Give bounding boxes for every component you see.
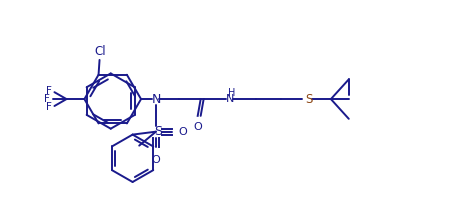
Text: H: H: [227, 88, 235, 98]
Text: S: S: [154, 125, 162, 138]
Text: S: S: [304, 93, 312, 106]
Text: F: F: [45, 86, 51, 96]
Text: Cl: Cl: [95, 45, 106, 58]
Text: O: O: [178, 127, 187, 137]
Text: O: O: [151, 155, 160, 165]
Text: N: N: [225, 94, 234, 104]
Text: F: F: [44, 94, 50, 104]
Text: F: F: [45, 102, 51, 112]
Text: N: N: [151, 93, 161, 106]
Text: O: O: [193, 122, 202, 132]
